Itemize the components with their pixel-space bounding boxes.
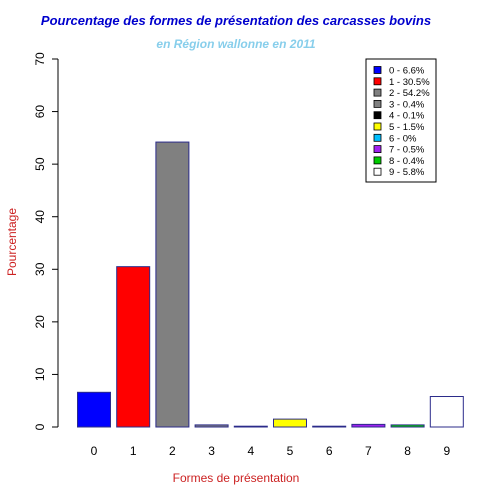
x-axis-label: Formes de présentation xyxy=(173,471,300,485)
x-tick-label: 1 xyxy=(130,444,137,458)
y-tick-label: 10 xyxy=(33,367,47,381)
x-tick-label: 9 xyxy=(443,444,450,458)
bar-7 xyxy=(351,423,386,428)
chart-subtitle: en Région wallonne en 2011 xyxy=(156,37,315,51)
legend-entry: 4 - 0.1% xyxy=(389,111,425,122)
legend-entry: 5 - 1.5% xyxy=(389,122,425,133)
x-tick-labels: 0 1 2 3 4 5 6 7 8 9 xyxy=(91,444,451,458)
y-axis: 0 10 20 30 40 50 60 70 xyxy=(33,52,59,430)
legend-entry: 1 - 30.5% xyxy=(389,77,430,88)
bar-9 xyxy=(429,396,464,428)
x-tick-label: 4 xyxy=(247,444,254,458)
legend-entry: 8 - 0.4% xyxy=(389,156,425,167)
x-tick-label: 3 xyxy=(208,444,215,458)
x-tick-label: 6 xyxy=(326,444,333,458)
legend-entry: 3 - 0.4% xyxy=(389,99,425,110)
x-tick-label: 5 xyxy=(287,444,294,458)
legend-swatch xyxy=(373,145,382,154)
bar-5 xyxy=(273,418,307,428)
x-tick-label: 7 xyxy=(365,444,372,458)
legend: 0 - 6.6%1 - 30.5%2 - 54.2%3 - 0.4%4 - 0.… xyxy=(365,58,437,183)
x-tick-label: 2 xyxy=(169,444,176,458)
bars xyxy=(77,141,464,428)
bar-3 xyxy=(194,424,229,428)
chart-title: Pourcentage des formes de présentation d… xyxy=(41,13,431,28)
bar-2 xyxy=(155,141,190,428)
y-tick-label: 40 xyxy=(33,210,47,224)
legend-swatch xyxy=(373,167,382,176)
bar-6 xyxy=(312,425,347,428)
bar-1 xyxy=(116,266,151,428)
x-tick-label: 0 xyxy=(91,444,98,458)
legend-entry: 2 - 54.2% xyxy=(389,88,430,99)
bar-8 xyxy=(390,424,425,428)
legend-entry: 0 - 6.6% xyxy=(389,66,425,77)
y-tick-label: 0 xyxy=(33,423,47,430)
y-axis-label: Pourcentage xyxy=(5,208,19,276)
legend-swatch xyxy=(373,133,382,142)
y-tick-label: 50 xyxy=(33,157,47,171)
y-tick-label: 30 xyxy=(33,262,47,276)
legend-entry: 7 - 0.5% xyxy=(389,145,425,156)
legend-swatch xyxy=(373,77,382,86)
legend-swatch xyxy=(373,156,382,165)
legend-swatch xyxy=(373,66,382,74)
legend-swatch xyxy=(373,122,382,131)
legend-swatch xyxy=(373,111,382,120)
bar-4 xyxy=(233,425,268,428)
legend-entry: 6 - 0% xyxy=(389,133,417,144)
legend-entry: 9 - 5.8% xyxy=(389,167,425,178)
x-tick-label: 8 xyxy=(404,444,411,458)
bar-0 xyxy=(77,391,111,428)
y-tick-label: 60 xyxy=(33,105,47,119)
y-tick-label: 20 xyxy=(33,315,47,329)
y-tick-label: 70 xyxy=(33,52,47,66)
legend-swatch xyxy=(373,88,382,97)
legend-swatch xyxy=(373,100,382,108)
